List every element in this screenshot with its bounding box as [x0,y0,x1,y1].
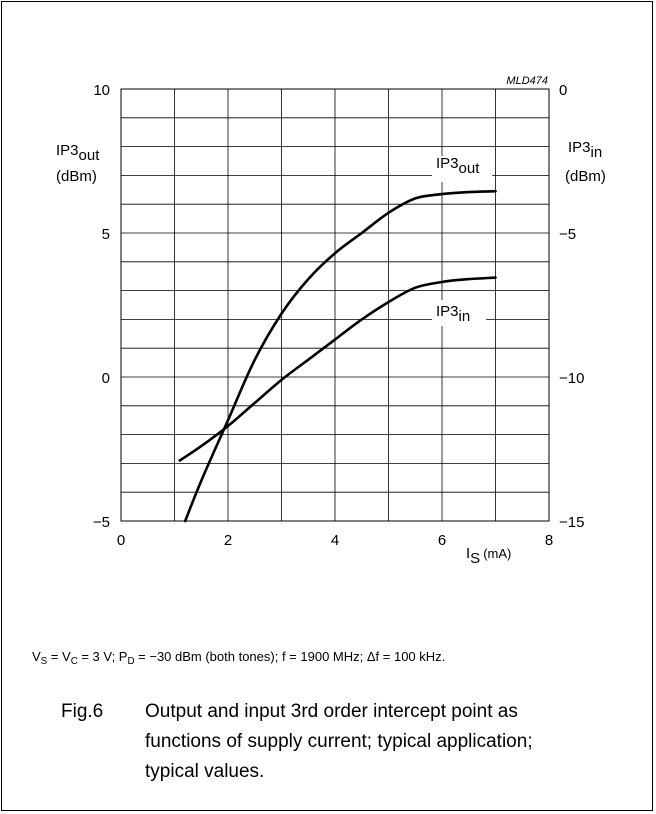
left-tick-label: 10 [93,82,110,99]
x-tick-label: 0 [117,532,125,549]
series-line-out [183,189,497,523]
x-tick-label: 8 [545,532,553,549]
right-tick-label: −10 [559,370,584,387]
figure-caption-text: Output and input 3rd order intercept poi… [145,701,533,782]
right-axis-unit: (dBm) [565,168,606,185]
label-bg-out [432,156,492,182]
x-tick-label: 4 [331,532,339,549]
tick-labels: 0 2 4 6 8 10 5 0 −5 0 −5 −10 −15 [93,82,585,549]
x-tick-label: 2 [224,532,232,549]
left-tick-label: 0 [102,370,110,387]
right-tick-label: −5 [559,226,576,243]
series-line-in [178,276,497,462]
right-tick-label: 0 [559,82,567,99]
x-tick-label: 6 [438,532,446,549]
left-axis-unit: (dBm) [56,168,97,185]
left-tick-label: 5 [102,226,110,243]
series-lines [178,189,497,523]
series-label-out: IP3out [436,155,480,177]
chart-code: MLD474 [506,75,548,87]
figure-number: Fig.6 [61,701,104,722]
right-tick-label: −15 [559,514,584,531]
plot-area [120,88,550,522]
right-axis-label: IP3in [568,139,602,161]
left-axis-label: IP3out [56,142,100,164]
label-bg-in [432,300,486,326]
x-axis-label: IS (mA) [466,545,511,567]
test-conditions: VS = VC = 3 V; PD = −30 dBm (both tones)… [32,649,446,667]
intercept-point-chart: 0 2 4 6 8 10 5 0 −5 0 −5 −10 −15 MLD474 IP3out (dBm)… [56,75,606,567]
left-tick-label: −5 [93,514,110,531]
series-label-in: IP3in [436,303,470,325]
